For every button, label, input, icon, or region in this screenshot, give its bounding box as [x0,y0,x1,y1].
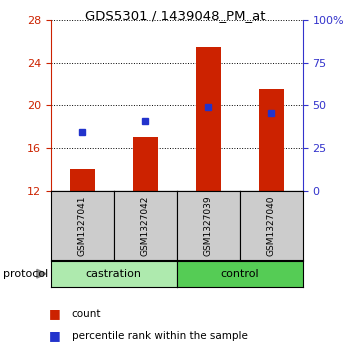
Text: percentile rank within the sample: percentile rank within the sample [72,331,248,341]
Text: GDS5301 / 1439048_PM_at: GDS5301 / 1439048_PM_at [85,9,265,22]
Bar [70,169,95,191]
Text: protocol: protocol [4,269,49,279]
Text: GSM1327040: GSM1327040 [267,195,276,256]
Bar [259,89,284,191]
Text: control: control [220,269,259,279]
Text: count: count [72,309,101,319]
Text: GSM1327042: GSM1327042 [141,195,150,256]
Text: ■: ■ [49,307,61,321]
Text: ■: ■ [49,329,61,342]
Text: GSM1327039: GSM1327039 [204,195,213,256]
Bar [196,46,221,191]
Text: castration: castration [86,269,142,279]
Bar [133,137,158,191]
Text: GSM1327041: GSM1327041 [78,195,87,256]
